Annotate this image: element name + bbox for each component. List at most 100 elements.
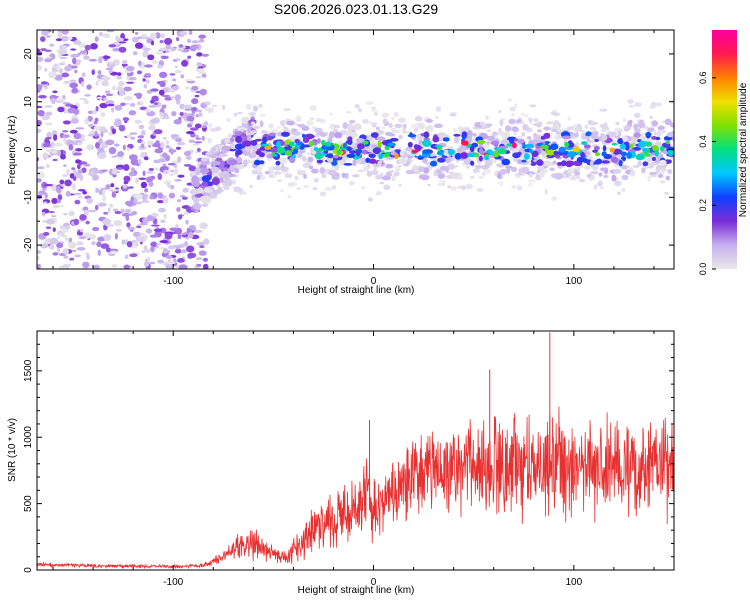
spectrogram-cell: [516, 119, 522, 123]
spectrogram-cell: [51, 97, 56, 105]
spectrogram-cell: [528, 183, 533, 187]
spectrogram-cell: [586, 156, 594, 160]
spectrogram-cell: [422, 141, 432, 147]
spectrogram-cell: [69, 82, 79, 89]
spectrogram-cell: [41, 188, 47, 191]
y-tick-label: 0: [23, 146, 34, 152]
spectrogram-cell: [105, 93, 114, 96]
spectrogram-cell: [320, 146, 328, 150]
spectrogram-cell: [229, 137, 235, 143]
spectrogram-cell: [645, 132, 652, 137]
spectrogram-cell: [252, 106, 258, 112]
spectrogram-cell: [172, 244, 181, 248]
spectrogram-cell: [142, 193, 149, 199]
spectrogram-cell: [480, 164, 490, 170]
spectrogram-cell: [173, 165, 178, 168]
spectrogram-cell: [170, 133, 179, 138]
spectrogram-cell: [296, 186, 302, 191]
spectrogram-cell: [290, 135, 298, 140]
spectrogram-cell: [221, 146, 231, 152]
spectrogram-cell: [373, 167, 378, 170]
spectrogram-cell: [111, 155, 117, 158]
spectrogram-cell: [247, 125, 252, 134]
spectrogram-cell: [123, 86, 132, 92]
spectrogram-cell: [37, 119, 42, 127]
spectrogram-cell: [613, 168, 622, 174]
spectrogram-cell: [185, 155, 192, 160]
spectrogram-cell: [37, 171, 45, 178]
spectrogram-cell: [371, 106, 377, 111]
spectrogram-cell: [380, 126, 387, 130]
spectrogram-cell: [150, 40, 155, 46]
spectrogram-cell: [201, 175, 210, 183]
spectrogram-cell: [211, 177, 221, 185]
spectrogram-cell: [69, 257, 75, 261]
spectrogram-cell: [621, 187, 626, 193]
spectrogram-cell: [165, 44, 172, 50]
spectrogram-cell: [624, 143, 630, 151]
spectrogram-cell: [163, 37, 173, 45]
spectrogram-cell: [146, 89, 153, 94]
spectrogram-cell: [129, 132, 138, 135]
spectrogram-cell: [55, 185, 61, 193]
spectrogram-cell: [61, 30, 69, 35]
spectrogram-cell: [551, 128, 558, 132]
spectrogram-cell: [306, 151, 310, 156]
spectrogram-cell: [447, 163, 456, 170]
spectrogram-cell: [164, 96, 173, 101]
spectrogram-cell: [611, 142, 618, 146]
spectrogram-cell: [75, 159, 81, 164]
spectrogram-cell: [283, 107, 291, 112]
spectrogram-cell: [614, 180, 622, 187]
spectrogram-cell: [249, 184, 254, 189]
spectrogram-cell: [479, 147, 484, 155]
spectrogram-cell: [52, 227, 56, 232]
spectrogram-cell: [553, 120, 560, 126]
spectrogram-cell: [52, 252, 59, 256]
spectrogram-cell: [130, 136, 136, 140]
spectrogram-cell: [80, 161, 87, 164]
spectrogram-cell: [506, 143, 514, 147]
spectrogram-cell: [292, 128, 298, 132]
spectrogram-cell: [235, 149, 243, 156]
spectrogram-cell: [620, 164, 628, 170]
spectrogram-cell: [158, 207, 166, 213]
spectrogram-cell: [147, 54, 155, 61]
spectrogram-cell: [425, 125, 434, 133]
spectrogram-cell: [43, 152, 49, 160]
spectrogram-cell: [159, 81, 166, 88]
spectrogram-cell: [575, 171, 581, 176]
spectrogram-cell: [58, 230, 63, 233]
spectrogram-cell: [349, 181, 355, 186]
spectrogram-cell: [416, 133, 421, 140]
spectrogram-cell: [74, 199, 81, 205]
spectrogram-cell: [422, 149, 431, 155]
spectrogram-cell: [257, 171, 263, 176]
spectrogram-cell: [280, 188, 284, 193]
spectrogram-cell: [303, 144, 311, 148]
spectrogram-cell: [235, 164, 245, 170]
spectrogram-cell: [385, 151, 391, 157]
spectrogram-cell: [127, 186, 134, 189]
spectrogram-cell: [566, 126, 574, 131]
spectrogram-cell: [155, 167, 159, 171]
spectrogram-cell: [116, 228, 122, 232]
spectrogram-cell: [275, 160, 281, 166]
spectrogram-cell: [193, 229, 203, 233]
spectrogram-cell: [51, 150, 58, 154]
spectrogram-cell: [68, 144, 74, 151]
spectrogram-cell: [37, 194, 43, 199]
spectrogram-cell: [141, 200, 150, 203]
spectrogram-cell: [236, 111, 244, 115]
spectrogram-cell: [234, 143, 244, 150]
spectrogram-cell: [420, 174, 430, 181]
spectrogram-cell: [242, 150, 251, 157]
spectrogram-cell: [105, 139, 115, 146]
spectrogram-cell: [138, 60, 142, 67]
spectrogram-cell: [296, 152, 303, 159]
spectrogram-cell: [37, 178, 42, 183]
spectrogram-cell: [572, 146, 581, 153]
spectrogram-cell: [171, 110, 177, 117]
spectrogram-cell: [84, 44, 92, 51]
spectrogram-cell: [201, 122, 207, 129]
